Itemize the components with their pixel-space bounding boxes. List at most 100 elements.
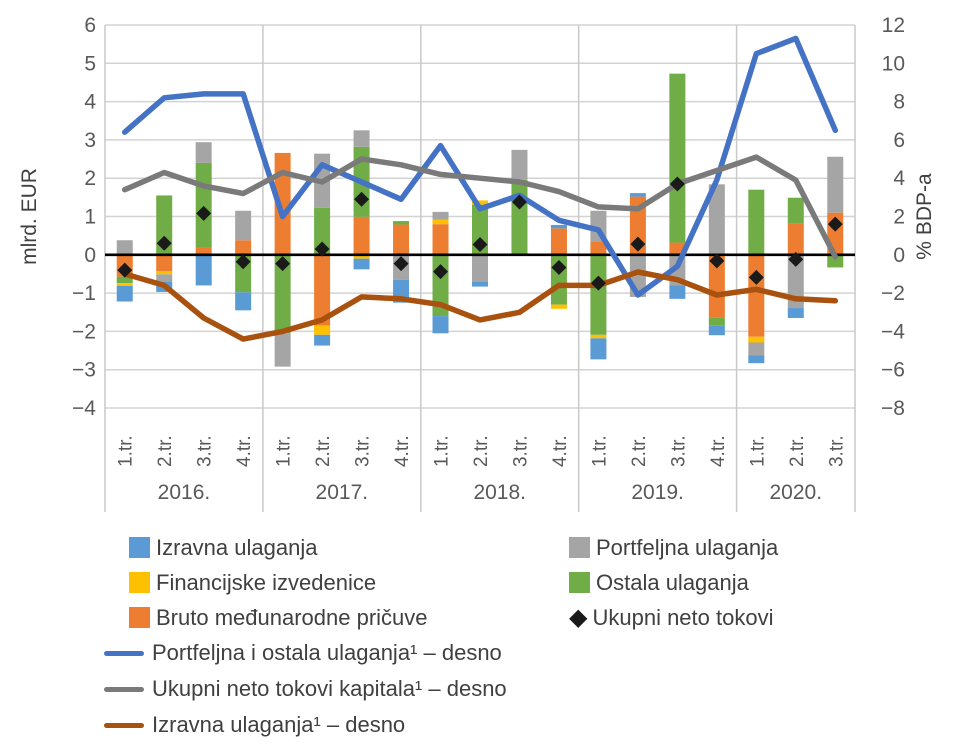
quarter-tick-label: 2.tr.	[629, 435, 650, 467]
diamond-marker	[669, 176, 685, 192]
izvedenice-swatch-icon	[129, 572, 150, 593]
net-flow-diamonds	[117, 176, 843, 291]
bar-segment-izravna	[235, 292, 252, 311]
legend-label: Portfeljna ulaganja	[596, 534, 779, 560]
bar-segment-izravna	[669, 285, 686, 299]
legend-item-line-total: Ukupni neto tokovi kapitala¹ – desno	[104, 671, 904, 707]
diamond-marker	[275, 256, 291, 272]
bar-segment-ostala	[748, 189, 765, 255]
right-tick-label: 10	[882, 52, 905, 75]
year-label: 2017.	[316, 481, 369, 504]
bar-segment-pricuve	[195, 247, 212, 255]
ostala-swatch-icon	[569, 572, 590, 593]
bar-segment-izravna	[787, 308, 804, 318]
bar-segment-pricuve	[590, 241, 607, 255]
legend-label: Izravna ulaganja¹ – desno	[152, 712, 406, 737]
quarter-tick-label: 1.tr.	[116, 435, 137, 467]
chart-legend: Izravna ulaganja Portfeljna ulaganja Finan…	[104, 530, 904, 743]
bar-segment-izravna	[116, 285, 133, 302]
legend-label: Ukupni neto tokovi	[592, 604, 774, 630]
right-tick-label: −6	[881, 359, 905, 382]
diamond-marker	[117, 262, 133, 278]
bar-segment-ostala	[314, 207, 331, 255]
left-tick-label: 5	[84, 52, 96, 75]
legend-label: Portfeljna i ostala ulaganja¹ – desno	[152, 640, 502, 665]
year-label: 2020.	[770, 481, 823, 504]
right-tick-label: −4	[881, 320, 905, 343]
right-tick-label: 0	[893, 244, 905, 267]
year-label: 2019.	[631, 481, 684, 504]
legend-label: Ostala ulaganja	[596, 569, 749, 595]
bar-segment-izravna	[472, 281, 488, 287]
left-tick-label: −3	[72, 359, 96, 382]
legend-row: Bruto međunarodne pričuve ◆ Ukupni neto to…	[104, 600, 904, 635]
bar-segment-izvedenice	[353, 254, 370, 259]
quarter-tick-label: 3.tr.	[510, 435, 531, 467]
quarter-tick-label: 3.tr.	[353, 435, 374, 467]
diamond-marker	[472, 236, 488, 252]
quarter-tick-label: 2.tr.	[313, 435, 334, 467]
legend-item-izravna: Izravna ulaganja	[104, 535, 569, 561]
bar-segment-pricuve	[393, 224, 410, 255]
bar-segment-pricuve	[353, 216, 370, 255]
legend-label: Ukupni neto tokovi kapitala¹ – desno	[152, 676, 507, 701]
bar-segment-ostala	[393, 221, 410, 225]
diamond-marker	[433, 264, 449, 280]
bar-segment-portfeljna	[511, 149, 528, 180]
bar-segment-izvedenice	[432, 219, 449, 225]
left-axis-ticks: 6 5 4 3 2 1 0 −1 −2 −3 −4	[72, 14, 96, 420]
bar-segment-izravna	[195, 254, 212, 286]
legend-item-ostala: Ostala ulaganja	[569, 570, 749, 596]
bar-segment-pricuve	[708, 254, 725, 318]
year-separators	[104, 25, 856, 512]
bar-segment-pricuve	[748, 254, 765, 337]
bar-segment-pricuve	[235, 240, 252, 255]
bar-segment-izvedenice	[314, 325, 331, 335]
diamond-marker	[590, 275, 606, 291]
quarter-tick-label: 2.tr.	[155, 435, 176, 467]
legend-item-portfeljna: Portfeljna ulaganja	[569, 535, 778, 561]
right-tick-label: 4	[893, 167, 905, 190]
quarter-tick-label: 4.tr.	[392, 435, 413, 467]
quarter-tick-label: 1.tr.	[432, 435, 453, 467]
bar-segment-izravna	[314, 334, 331, 346]
diamond-marker	[156, 235, 172, 251]
quarter-tick-label: 2.tr.	[471, 435, 492, 467]
quarter-tick-label: 1.tr.	[747, 435, 768, 467]
bar-segment-portfeljna	[353, 130, 370, 147]
legend-item-net: ◆ Ukupni neto tokovi	[569, 605, 773, 631]
left-tick-label: 4	[84, 91, 96, 114]
bar-segment-portfeljna	[274, 333, 291, 367]
pricuve-swatch-icon	[129, 607, 150, 628]
legend-label: Financijske izvedenice	[156, 569, 377, 595]
year-label: 2016.	[158, 481, 211, 504]
left-tick-label: −2	[72, 320, 96, 343]
legend-item-izvedenice: Financijske izvedenice	[104, 570, 569, 596]
left-tick-label: −1	[72, 282, 96, 305]
bar-segment-portfeljna	[787, 254, 804, 309]
line-total	[121, 154, 839, 260]
left-tick-label: 2	[84, 167, 96, 190]
right-tick-label: −8	[881, 397, 905, 420]
quarter-tick-label: 3.tr.	[195, 435, 216, 467]
diamond-marker	[393, 256, 409, 272]
bar-segment-izravna	[708, 325, 725, 336]
legend-item-pricuve: Bruto međunarodne pričuve	[104, 605, 569, 631]
bar-segment-ostala	[669, 73, 686, 243]
diamond-marker	[788, 251, 804, 267]
bar-segment-ostala	[274, 254, 291, 334]
direct-line-swatch-icon	[104, 722, 144, 728]
bar-segment-portfeljna	[472, 254, 488, 282]
year-label: 2018.	[473, 481, 526, 504]
left-tick-label: 6	[84, 14, 96, 37]
bar-segment-portfeljna	[708, 184, 725, 255]
bar-segment-izvedenice	[472, 200, 488, 205]
bar-segment-izvedenice	[550, 304, 567, 309]
bar-segment-portfeljna	[748, 342, 765, 356]
portfeljna-swatch-icon	[569, 537, 590, 558]
bar-segment-ostala	[195, 162, 212, 248]
right-tick-label: −2	[881, 282, 905, 305]
left-tick-label: 1	[84, 206, 96, 229]
